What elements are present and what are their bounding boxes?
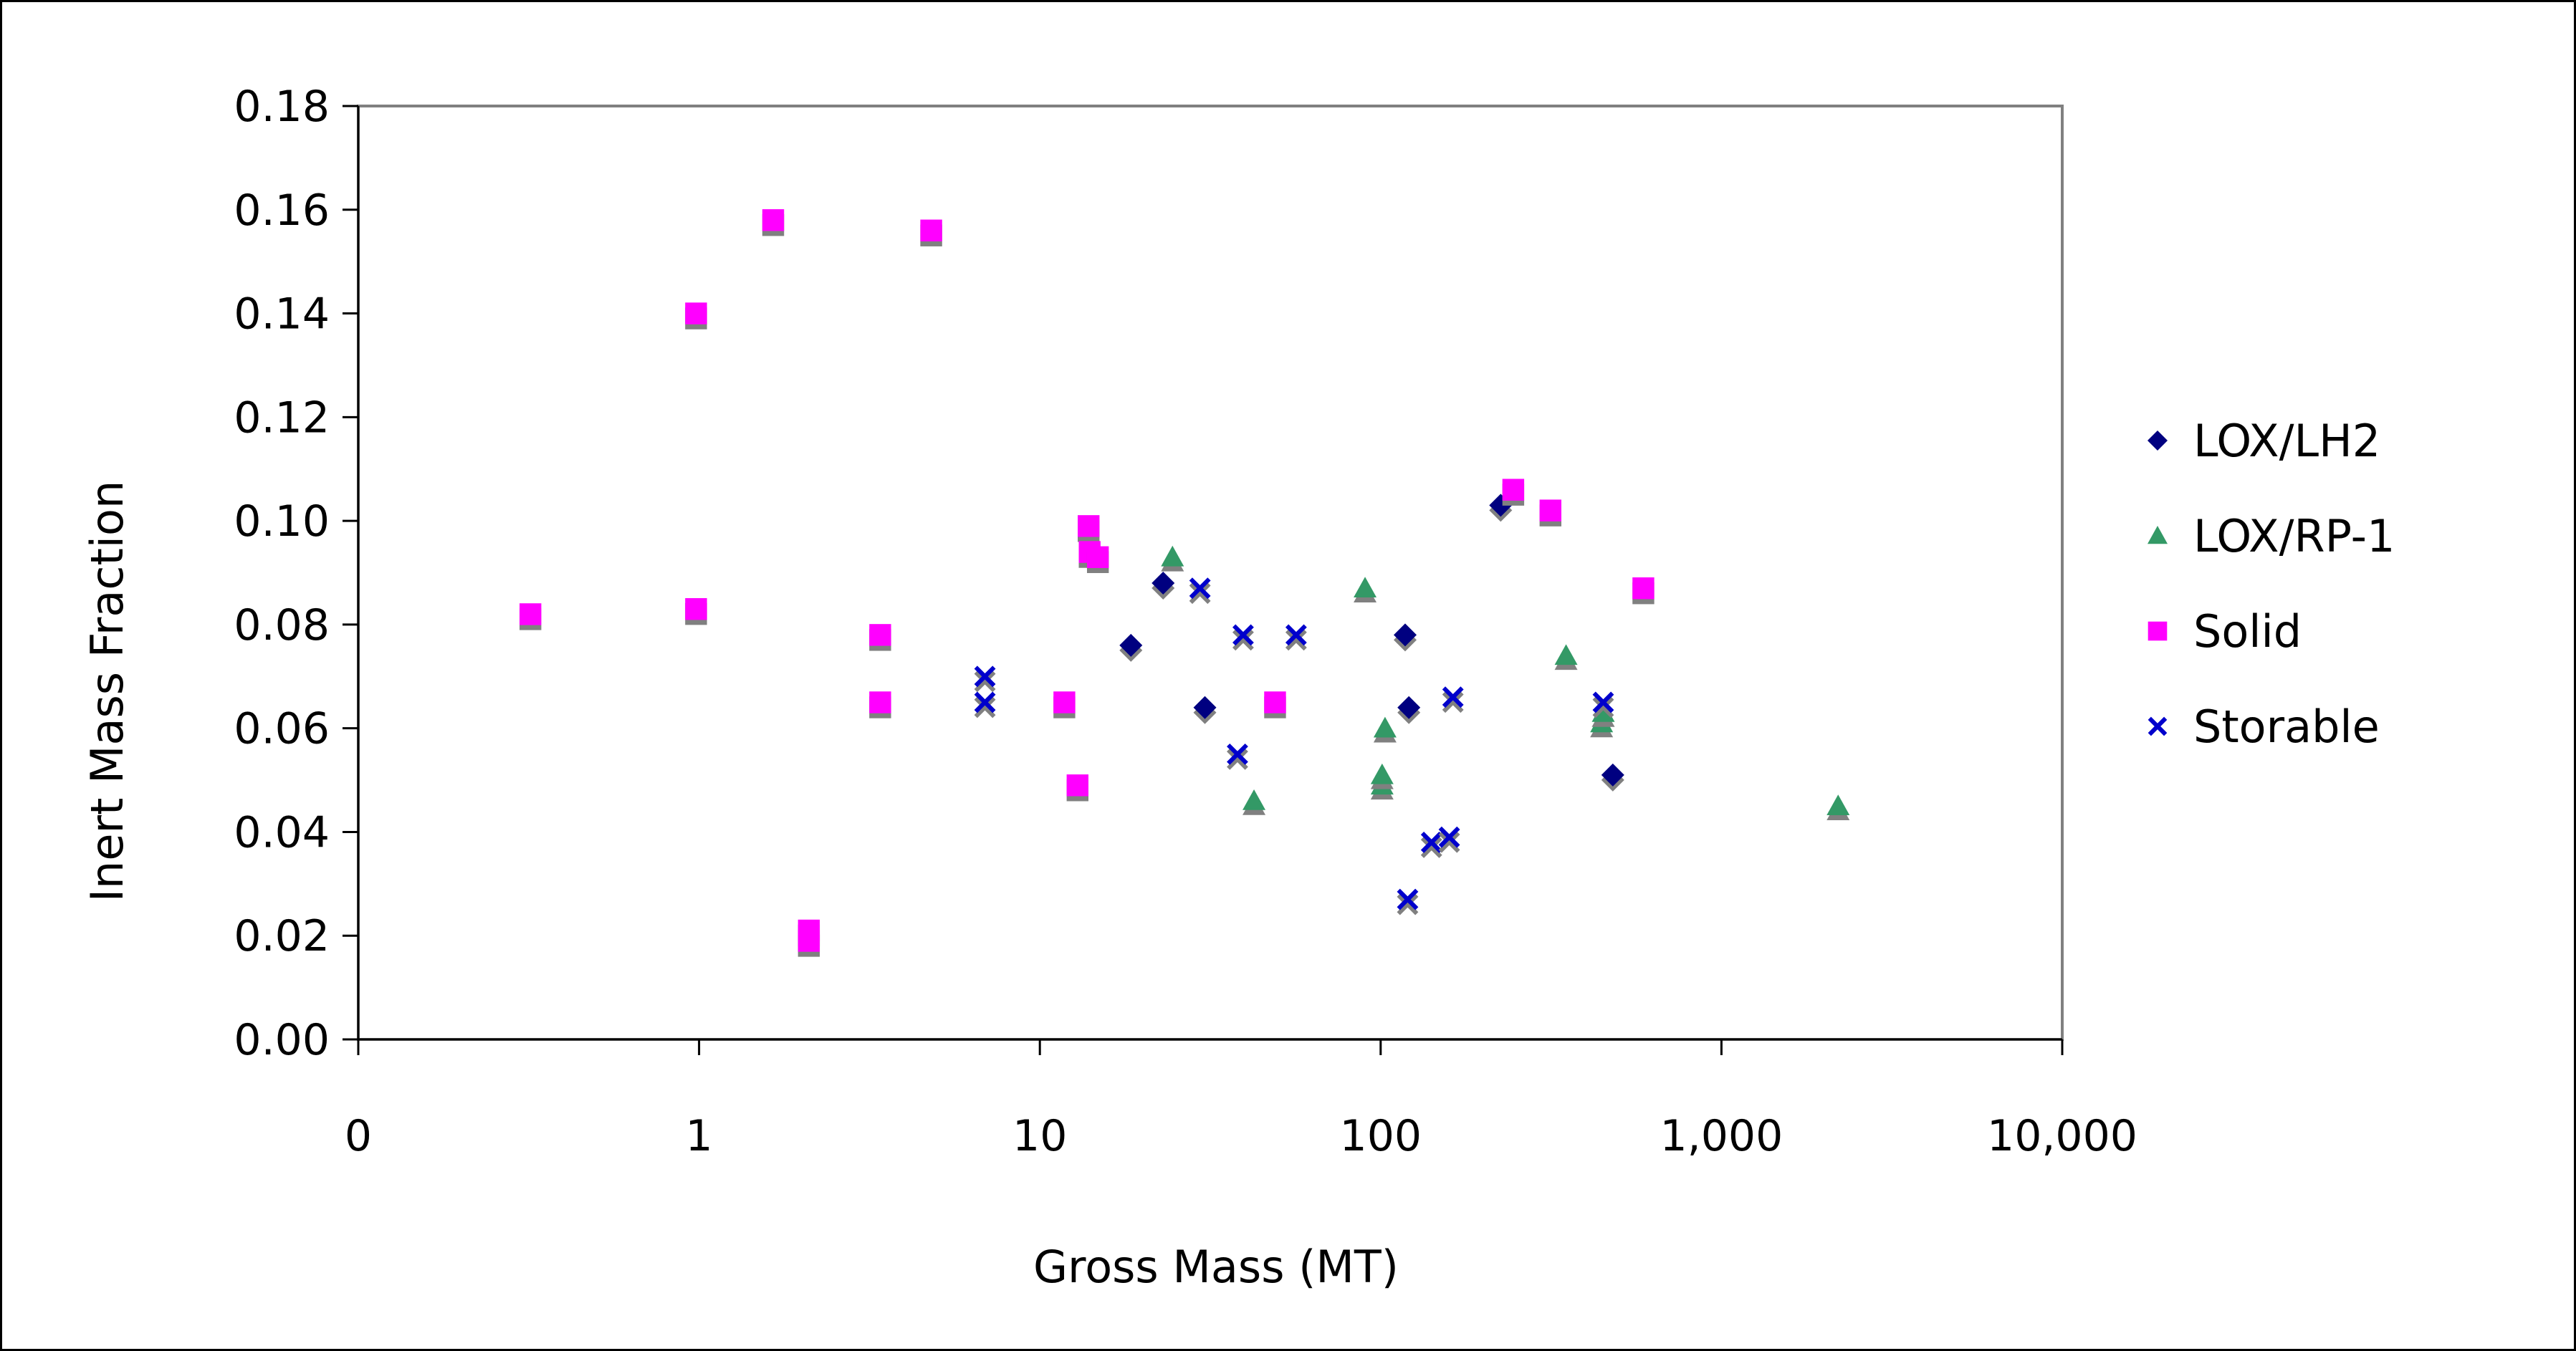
legend-marker-solid — [2148, 621, 2168, 641]
data-point-storable — [1232, 624, 1254, 646]
y-tick-label: 0.06 — [234, 704, 330, 754]
data-point-solid — [762, 209, 785, 231]
y-axis-title: Inert Mass Fraction — [81, 481, 133, 903]
y-tick-label: 0.14 — [234, 289, 330, 340]
data-point-solid — [798, 930, 820, 952]
data-point-storable — [1227, 743, 1248, 765]
data-point-solid — [519, 603, 542, 625]
legend: LOX/LH2 LOX/RP-1 Solid Storable — [2148, 415, 2395, 753]
x-tick-label: 10 — [1012, 1111, 1067, 1161]
data-point-lox-lh2 — [1119, 633, 1143, 657]
data-point-storable — [974, 691, 996, 713]
y-tick-label: 0.10 — [234, 496, 330, 547]
data-point-lox-rp-1 — [1354, 577, 1377, 598]
data-point-lox-rp-1 — [1242, 789, 1266, 810]
data-point-lox-rp-1 — [1373, 716, 1397, 738]
y-tick-label: 0.00 — [234, 1015, 330, 1065]
y-axis: 0.00 0.02 0.04 0.06 0.08 0.10 0.12 0.14 0.16 0.18 — [234, 82, 360, 1065]
legend-marker-lox-rp-1 — [2148, 526, 2168, 544]
data-point-lox-rp-1 — [1370, 763, 1394, 784]
y-tick-label: 0.08 — [234, 600, 330, 650]
x-tick-label: 1 — [686, 1111, 713, 1161]
y-tick-label: 0.02 — [234, 911, 330, 961]
marker-shadow-storable — [1189, 582, 1211, 605]
x-axis-title: Gross Mass (MT) — [1033, 1241, 1399, 1293]
marker-shadow-storable — [1592, 696, 1614, 718]
marker-shadow-storable — [974, 670, 996, 693]
data-point-solid — [1066, 774, 1088, 797]
y-tick-label: 0.18 — [234, 82, 330, 132]
data-point-lox-rp-1 — [1826, 794, 1850, 816]
marker-shadow-storable — [1420, 836, 1442, 858]
data-point-storable — [1285, 624, 1307, 646]
plot-area — [357, 105, 2064, 1041]
data-point-storable — [974, 665, 996, 688]
marker-shadow-storable — [1442, 691, 1464, 713]
x-tick-label: 0 — [345, 1111, 372, 1161]
marker-shadow-storable — [1227, 748, 1248, 770]
data-point-storable — [1420, 831, 1442, 853]
data-point-solid — [685, 597, 707, 620]
data-point-solid — [1086, 546, 1109, 568]
marker-shadow-storable — [1285, 629, 1307, 651]
data-point-storable — [1442, 686, 1464, 708]
y-tick-label: 0.16 — [234, 186, 330, 236]
data-point-lox-lh2 — [1193, 696, 1217, 719]
data-point-solid — [1502, 479, 1525, 501]
data-point-solid — [869, 691, 891, 713]
data-point-storable — [1438, 826, 1460, 848]
data-point-storable — [1592, 691, 1614, 713]
legend-marker-storable — [2148, 716, 2168, 736]
data-point-solid — [1053, 691, 1076, 713]
data-point-lox-lh2 — [1601, 763, 1624, 787]
data-point-solid — [1078, 515, 1100, 537]
data-point-lox-rp-1 — [1161, 545, 1184, 567]
data-point-lox-rp-1 — [1591, 701, 1615, 722]
legend-label-lox-rp-1: LOX/RP-1 — [2193, 510, 2395, 562]
legend-label-solid: Solid — [2193, 605, 2302, 658]
data-point-lox-lh2 — [1397, 696, 1421, 719]
data-point-lox-rp-1 — [1554, 644, 1578, 665]
marker-shadow-storable — [1438, 831, 1460, 853]
legend-marker-lox-lh2 — [2148, 431, 2168, 451]
y-tick-label: 0.04 — [234, 807, 330, 857]
legend-label-lox-lh2: LOX/LH2 — [2193, 415, 2380, 467]
y-tick-label: 0.12 — [234, 393, 330, 443]
data-point-solid — [685, 302, 707, 324]
legend-label-storable: Storable — [2193, 701, 2380, 753]
data-point-solid — [1632, 577, 1655, 600]
data-point-lox-lh2 — [1151, 571, 1175, 595]
marker-shadow-storable — [974, 696, 996, 718]
data-point-solid — [869, 624, 891, 646]
plot-border — [357, 105, 2064, 1041]
data-point-storable — [1397, 888, 1419, 910]
x-axis: 0 1 10 100 1,000 10,000 — [345, 1038, 2137, 1161]
marker-shadow-storable — [1232, 629, 1254, 651]
x-tick-label: 1,000 — [1660, 1111, 1783, 1161]
data-point-solid — [1539, 499, 1561, 521]
data-point-solid — [1264, 691, 1286, 713]
data-point-lox-lh2 — [1393, 623, 1417, 647]
marker-shadow-storable — [1397, 893, 1419, 915]
data-point-solid — [920, 219, 942, 241]
x-tick-label: 10,000 — [1987, 1111, 2137, 1161]
data-markers — [519, 209, 1850, 957]
data-point-storable — [1189, 577, 1211, 600]
x-tick-label: 100 — [1340, 1111, 1422, 1161]
